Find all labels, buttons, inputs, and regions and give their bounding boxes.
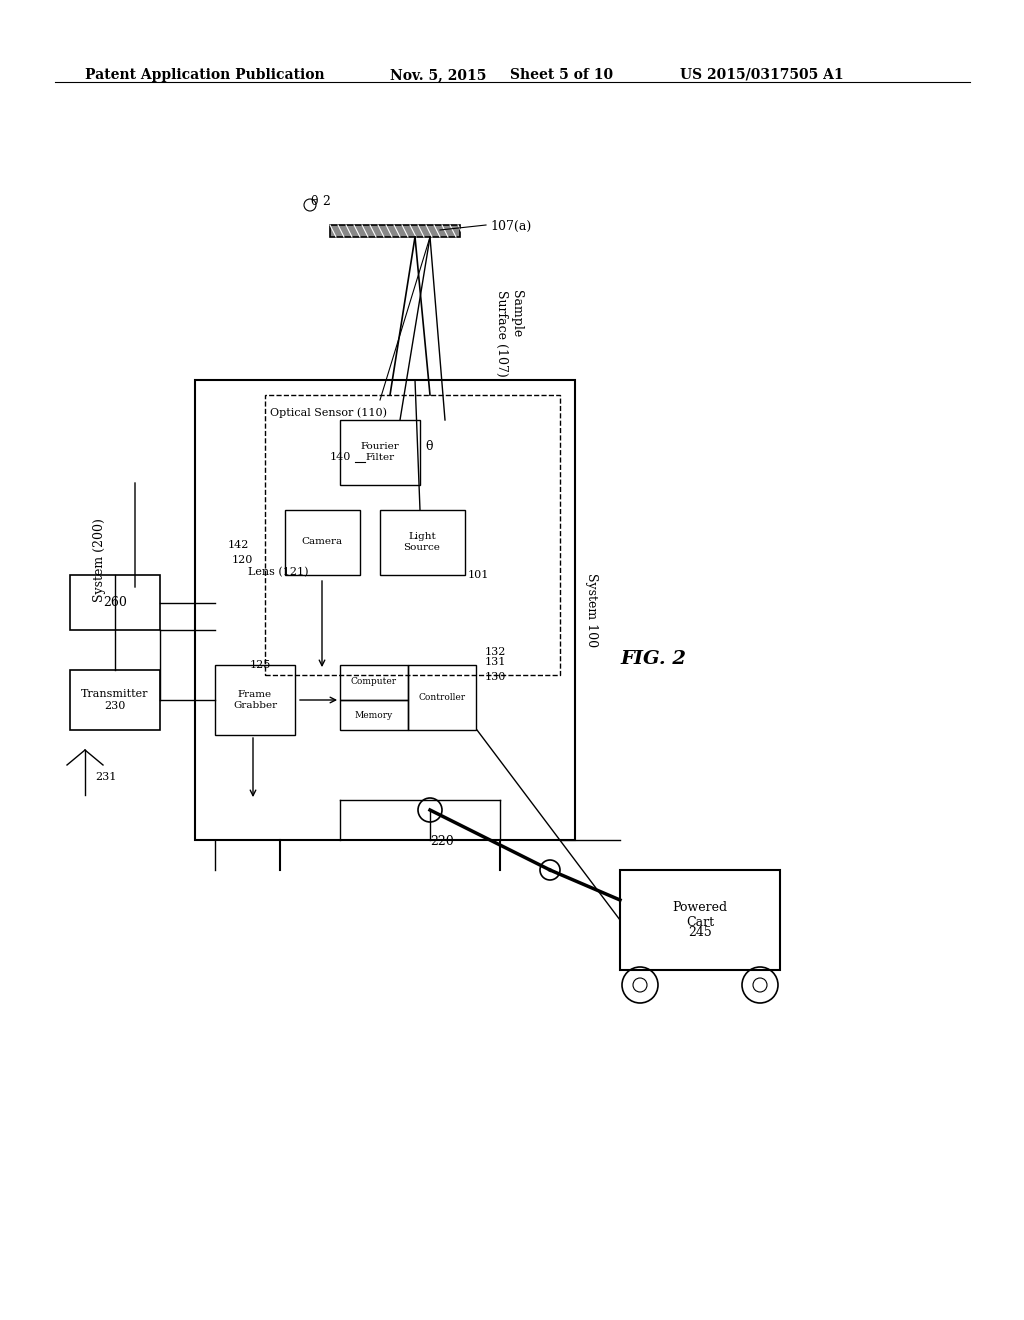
Text: Nov. 5, 2015: Nov. 5, 2015: [390, 69, 486, 82]
Text: Optical Sensor (110): Optical Sensor (110): [270, 407, 387, 417]
Text: 2: 2: [322, 195, 330, 209]
Text: US 2015/0317505 A1: US 2015/0317505 A1: [680, 69, 844, 82]
Text: 107(a): 107(a): [490, 220, 531, 234]
Text: Patent Application Publication: Patent Application Publication: [85, 69, 325, 82]
Text: 132: 132: [485, 647, 507, 657]
Bar: [340, 665, 408, 700]
Bar: [265, 395, 560, 675]
Text: 125: 125: [249, 660, 270, 671]
Text: 231: 231: [95, 772, 117, 781]
Text: 130: 130: [485, 672, 507, 682]
Text: 142: 142: [228, 540, 250, 550]
Text: θ: θ: [310, 195, 317, 209]
Text: FIG. 2: FIG. 2: [620, 649, 686, 668]
Text: Fourier
Filter: Fourier Filter: [360, 442, 399, 462]
Text: System (200): System (200): [93, 517, 106, 602]
Bar: [408, 665, 476, 730]
Text: 101: 101: [468, 570, 489, 579]
Bar: [620, 870, 780, 970]
Bar: [340, 700, 408, 730]
Bar: [70, 671, 160, 730]
Text: Memory: Memory: [355, 710, 393, 719]
Text: Camera: Camera: [301, 537, 343, 546]
Text: Powered
Cart: Powered Cart: [673, 902, 728, 929]
Text: 131: 131: [485, 657, 507, 667]
Text: Transmitter
230: Transmitter 230: [81, 689, 148, 710]
Text: 120: 120: [232, 554, 253, 565]
Text: 260: 260: [103, 595, 127, 609]
Bar: [195, 380, 575, 840]
Bar: [380, 510, 465, 576]
Bar: [285, 510, 360, 576]
Text: Computer: Computer: [351, 677, 397, 686]
Text: 220: 220: [430, 836, 454, 847]
Text: Controller: Controller: [419, 693, 466, 701]
Text: System 100: System 100: [585, 573, 598, 647]
Text: 140: 140: [330, 451, 351, 462]
Text: 245: 245: [688, 925, 712, 939]
Text: θ: θ: [425, 440, 432, 453]
Bar: [70, 576, 160, 630]
Polygon shape: [330, 224, 460, 238]
Text: Lens (121): Lens (121): [248, 568, 308, 577]
Text: Frame
Grabber: Frame Grabber: [232, 690, 278, 710]
Bar: [215, 665, 295, 735]
Bar: [340, 420, 420, 484]
Text: Light
Source: Light Source: [403, 532, 440, 552]
Text: Sample
Surface (107): Sample Surface (107): [495, 290, 523, 376]
Text: Sheet 5 of 10: Sheet 5 of 10: [510, 69, 613, 82]
